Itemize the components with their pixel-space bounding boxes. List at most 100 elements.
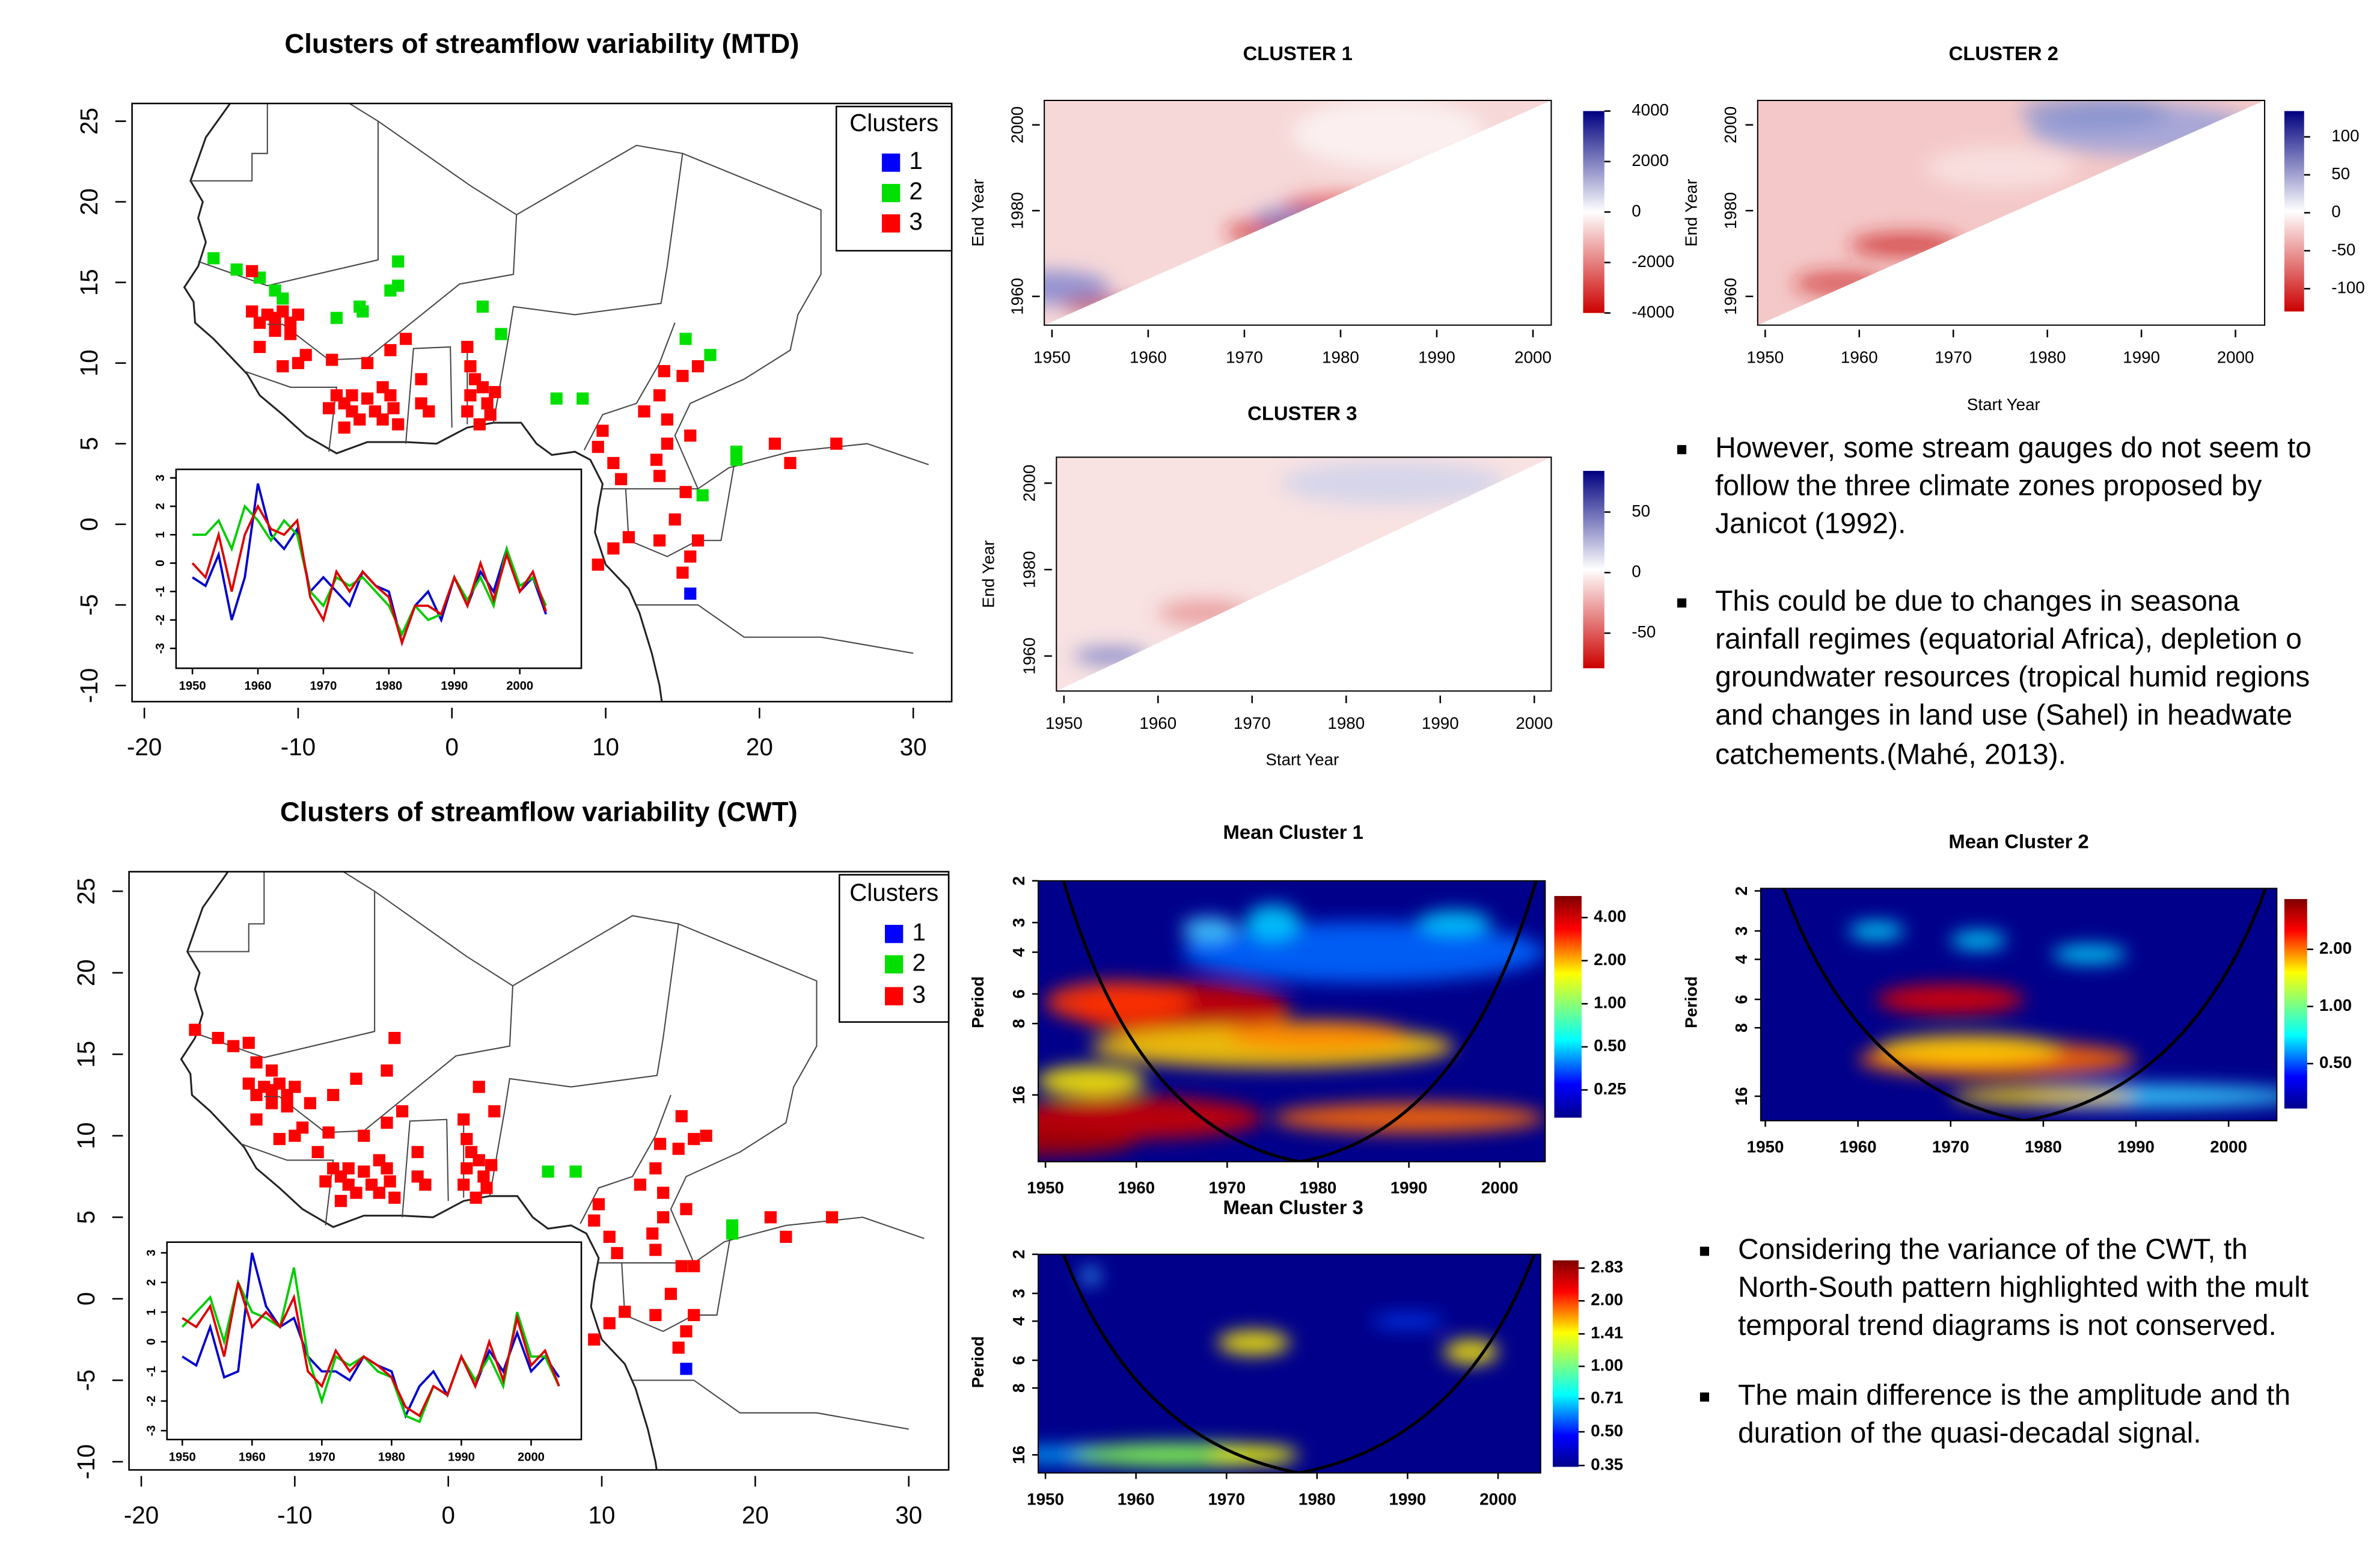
station	[419, 1178, 432, 1191]
bullet-text: follow the three climate zones proposed …	[1715, 470, 2262, 502]
x-tick-label: 1960	[1118, 1179, 1155, 1197]
x-tick-label: 1970	[1226, 348, 1263, 367]
inset-x-tick-label: 1970	[308, 1451, 335, 1464]
inset-line	[192, 504, 547, 637]
wavelet-blob	[1081, 1266, 1100, 1285]
bullet-text: catchements.(Mahé, 2013).	[1715, 738, 2066, 770]
y-axis-label: End Year	[1682, 179, 1701, 247]
colorbar-label: 0.71	[1591, 1388, 1623, 1406]
x-tick-label: 1980	[1299, 1489, 1336, 1508]
station	[653, 534, 666, 547]
trend-patch	[1280, 461, 1507, 505]
station	[227, 1040, 240, 1052]
colorbar-label: 0	[1632, 201, 1641, 220]
station	[615, 473, 628, 485]
station	[277, 292, 289, 305]
y-tick-label: 20	[75, 188, 103, 215]
border	[240, 1143, 334, 1226]
inset-y-tick-label: -1	[145, 1366, 158, 1377]
colorbar-label: 2000	[1632, 151, 1669, 170]
station	[461, 340, 474, 354]
legend-swatch	[885, 955, 904, 974]
station	[481, 397, 494, 410]
legend-label: 3	[912, 980, 925, 1008]
station	[342, 1162, 355, 1175]
station	[684, 587, 697, 600]
colorbar-label: 1.00	[1594, 993, 1626, 1012]
station	[676, 566, 689, 579]
station	[611, 1247, 623, 1260]
border	[190, 103, 268, 182]
station	[485, 1159, 498, 1171]
station	[460, 1162, 473, 1175]
y-tick-label: 10	[72, 1122, 100, 1149]
colorbar-label: 4000	[1632, 100, 1669, 119]
x-tick-label: -10	[281, 733, 316, 761]
wavelet-blob	[1849, 922, 1904, 940]
plot-frame	[1044, 99, 1552, 326]
inset-x-tick-label: 1960	[245, 679, 272, 693]
bullet-text: This could be due to changes in seasona	[1715, 585, 2239, 617]
station	[292, 357, 305, 369]
coastline	[183, 103, 952, 702]
x-tick-label: 20	[746, 733, 773, 761]
station	[322, 1126, 335, 1139]
y-tick-label: 4	[1732, 954, 1751, 964]
station	[189, 1023, 201, 1036]
inset-line	[181, 1267, 560, 1423]
station	[649, 1244, 662, 1256]
colorbar-label: 2.00	[1591, 1290, 1623, 1309]
y-tick-label: 2000	[1008, 106, 1027, 144]
x-tick-label: 1980	[2025, 1137, 2062, 1156]
station	[569, 1165, 582, 1178]
station	[289, 1081, 301, 1093]
x-tick-label: 1990	[1418, 348, 1455, 367]
station	[246, 265, 258, 278]
y-tick-label: 6	[1009, 989, 1028, 998]
wavelet-blob	[1272, 1102, 1546, 1133]
x-tick-label: 1990	[1389, 1489, 1426, 1508]
y-tick-label: 2000	[1020, 465, 1039, 502]
x-tick-label: -20	[124, 1501, 159, 1529]
station	[265, 1097, 278, 1109]
station	[353, 300, 366, 313]
x-tick-label: -20	[127, 733, 162, 761]
colorbar-label: 1.00	[1591, 1356, 1623, 1375]
x-tick-label: 1970	[1234, 714, 1271, 732]
station	[603, 1230, 616, 1243]
legend-label: 1	[912, 918, 925, 946]
station	[661, 413, 673, 426]
station	[415, 373, 427, 385]
bullet-marker	[1699, 1247, 1710, 1256]
trend-patch	[1044, 271, 1110, 305]
trend-area	[1056, 457, 1552, 692]
station	[473, 418, 486, 431]
station	[588, 1214, 601, 1227]
station	[387, 402, 400, 414]
x-tick-label: 1980	[1327, 714, 1365, 732]
legend-label: 2	[912, 948, 925, 976]
colorbar-label: 0.50	[1594, 1036, 1626, 1055]
y-tick-label: 16	[1732, 1087, 1751, 1106]
station	[495, 328, 507, 340]
y-tick-label: 3	[1009, 1289, 1028, 1298]
border	[636, 604, 914, 654]
station	[664, 1287, 678, 1300]
station	[464, 360, 477, 373]
station	[649, 1162, 662, 1175]
colorbar	[2284, 899, 2307, 1109]
y-tick-label: -5	[72, 1369, 100, 1391]
station	[392, 255, 405, 268]
station	[653, 1138, 667, 1150]
station	[242, 1077, 255, 1090]
y-axis-label: Period	[968, 977, 987, 1028]
x-tick-label: 2000	[1514, 348, 1552, 367]
station	[384, 1175, 396, 1188]
wavelet-field	[1038, 880, 1546, 1162]
legend-swatch	[881, 183, 901, 203]
plot-frame	[128, 871, 950, 1471]
inset-x-tick-label: 1990	[448, 1451, 475, 1464]
station	[381, 1116, 393, 1129]
wavelet-blob	[1045, 981, 1191, 1023]
inset-y-tick-label: 0	[154, 560, 167, 566]
